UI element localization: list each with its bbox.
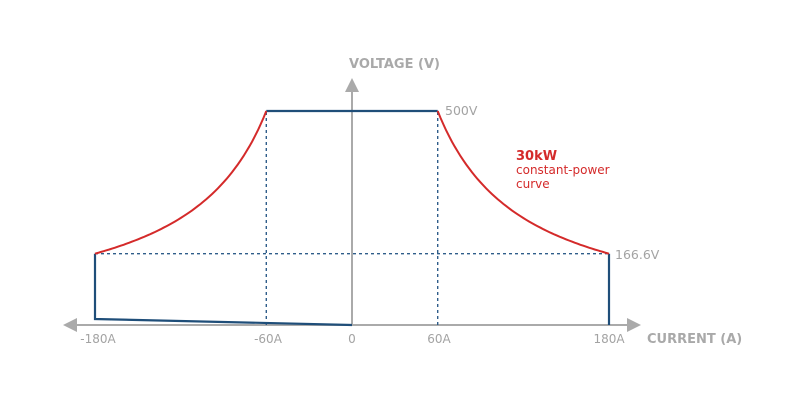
x-tick-zero: 0: [348, 332, 356, 346]
voltage-marker-166v: 166.6V: [615, 247, 660, 262]
x-axis-left-arrow-icon: [63, 318, 77, 332]
annotation-line-1: constant-power: [516, 163, 610, 177]
axes: [63, 78, 641, 332]
x-tick-neg60: -60A: [254, 332, 283, 346]
annotation-title: 30kW: [516, 149, 557, 164]
operating-envelope: [93, 109, 611, 327]
y-axis-title: VOLTAGE (V): [349, 57, 440, 72]
voltage-marker-500v: 500V: [445, 103, 478, 118]
x-tick-60: 60A: [427, 332, 451, 346]
constant-power-curve-left: [94, 110, 268, 255]
annotation-30kw: 30kW constant-power curve: [516, 149, 610, 191]
constant-power-curves: [94, 110, 610, 255]
x-axis-right-arrow-icon: [627, 318, 641, 332]
x-axis-title: CURRENT (A): [647, 332, 742, 347]
x-tick-180: 180A: [593, 332, 625, 346]
y-axis-up-arrow-icon: [345, 78, 359, 92]
reference-dashed-lines: [95, 111, 609, 325]
annotation-line-2: curve: [516, 177, 550, 191]
constant-power-curve-right: [436, 110, 610, 255]
x-tick-neg180: -180A: [80, 332, 116, 346]
envelope-left-segment: [93, 253, 353, 327]
